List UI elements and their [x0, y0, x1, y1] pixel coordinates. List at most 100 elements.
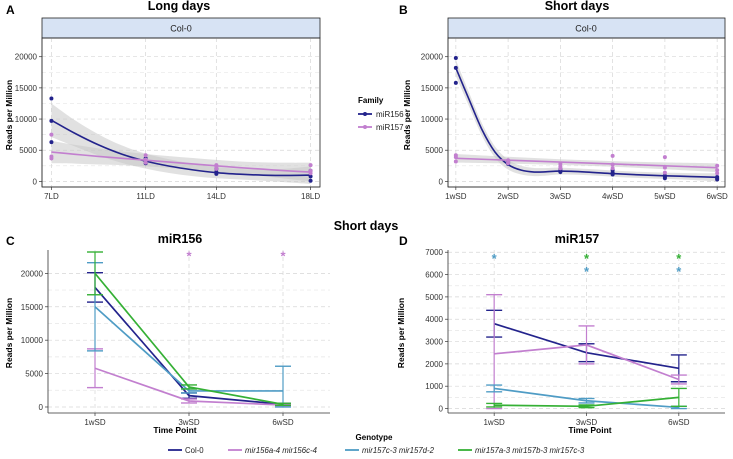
panel-a-ytick-label: 5000 [19, 146, 37, 155]
genotype-legend-label: Col-0 [185, 446, 204, 454]
panel-d-ytick-label: 1000 [425, 382, 443, 391]
panel-b-mir156-point [453, 65, 458, 70]
panel-d-significance-asterisk: * [676, 264, 682, 279]
genotype-legend-item-mir156a4: mir156a-4 mir156c-4 [228, 446, 318, 455]
genotype-legend-item-col0: Col-0 [168, 446, 204, 455]
panel-b-mir156-point [453, 80, 458, 85]
panel-a-xtick-label: 14LD [207, 192, 226, 201]
panel-b-mir157-fit-line [455, 157, 718, 169]
panel-b-xtick-label: 1wSD [445, 192, 467, 201]
panel-b-mir156-point [453, 55, 458, 60]
panel-a-ytick-label: 15000 [15, 84, 38, 93]
panel-c-mir157c-3-mir157d-2-line [94, 306, 283, 392]
panel-a-mir156-point [49, 140, 54, 145]
panel-b-mir157-point [662, 155, 667, 160]
family-legend-label: miR156 [376, 110, 404, 119]
panel-d-ytick-label: 3000 [425, 338, 443, 347]
panel-b-xtick-label: 2wSD [497, 192, 519, 201]
family-legend-item-mir157: miR157 [358, 123, 404, 132]
panel-b-xtick-label: 5wSD [654, 192, 676, 201]
panel-a-mir157-point [143, 160, 148, 165]
family-legend: Family miR156 miR157 [358, 96, 404, 132]
panel-c-significance-asterisk: * [280, 249, 286, 264]
panel-d-mir157c-3-mir157d-2-line [494, 387, 679, 409]
panel-d-xlabel: Time Point [568, 425, 611, 435]
panel-b-mir157-point [610, 166, 615, 171]
panel-c-mir157a-3-mir157b-3-mir157c-3-line [94, 272, 284, 406]
panel-a-ytick-label: 10000 [15, 115, 38, 124]
panel-a-mir157-point [308, 171, 313, 176]
panel-a-mir157-point [143, 153, 148, 158]
panel-b-mir156-point [610, 172, 615, 177]
panel-b-xtick-label: 4wSD [602, 192, 624, 201]
panel-c-ytick-label: 5000 [25, 370, 43, 379]
panel-b-mir157-point [715, 163, 720, 168]
panel-a-mir156-fit-line [51, 119, 311, 177]
panel-b-mir157-point [715, 171, 720, 176]
panel-d-xtick-label: 6wSD [668, 418, 690, 427]
panel-b-mir157-point [610, 162, 615, 167]
panel-b-mir157-point [453, 159, 458, 164]
panel-a-mir157-point [49, 156, 54, 161]
panel-c-xtick-label: 1wSD [84, 418, 106, 427]
panel-a-mir157-point [49, 132, 54, 137]
panel-d-mir157a-3-mir157b-3-mir157c-3-line [494, 396, 679, 408]
panel-a-mir156-point [214, 171, 219, 176]
panel-d-significance-asterisk: * [584, 264, 590, 279]
panel-d-xtick-label: 1wSD [483, 418, 505, 427]
family-legend-title: Family [358, 96, 384, 105]
genotype-legend-label: mir157c-3 mir157d-2 [362, 446, 435, 454]
panel-b-ytick-label: 0 [439, 177, 444, 186]
panel-d-ytick-label: 5000 [425, 293, 443, 302]
panel-d-ytick-label: 0 [439, 405, 444, 414]
panel-a-xtick-label: 18LD [301, 192, 320, 201]
panel-a-mir157-fit-line [51, 151, 311, 173]
panel-b-ytick-label: 20000 [421, 53, 444, 62]
panel-d-significance-asterisk: * [676, 251, 682, 266]
panel-a: A Long days Col-0 0 5000 10000 15000 20000 7L… [4, 0, 321, 201]
panel-a-title: Long days [148, 0, 211, 13]
panel-d-ytick-label: 6000 [425, 271, 443, 280]
panel-b-mir157-point [610, 153, 615, 158]
genotype-legend-label: mir157a-3 mir157b-3 mir157c-3 [475, 446, 585, 454]
panel-b-mir157-point [506, 161, 511, 166]
panel-b-mir157-point [715, 168, 720, 173]
panel-c-xlabel: Time Point [153, 425, 196, 435]
panel-c-col-0-line [94, 286, 284, 406]
panel-b-ytick-label: 10000 [421, 115, 444, 124]
genotype-legend-title: Genotype [356, 433, 393, 442]
panel-a-mir157-point [214, 166, 219, 171]
panel-c-xtick-label: 3wSD [178, 418, 200, 427]
panel-a-mir156-point [308, 174, 313, 179]
panel-a-mir157-point [308, 163, 313, 168]
genotype-legend: Genotype Col-0 mir156a-4 mir156c-4 mir15… [168, 433, 585, 455]
panel-a-ytick-label: 0 [33, 177, 38, 186]
panel-d-significance-asterisk: * [492, 251, 498, 266]
panel-d-ytick-label: 4000 [425, 315, 443, 324]
panel-a-ytick-label: 20000 [15, 53, 38, 62]
panel-b-ytick-label: 5000 [425, 146, 443, 155]
panel-b-mir157-point [662, 165, 667, 170]
genotype-legend-label: mir156a-4 mir156c-4 [245, 446, 318, 454]
genotype-legend-item-mir157c3: mir157c-3 mir157d-2 [345, 446, 435, 455]
panel-a-mir156-point [308, 178, 313, 183]
genotype-legend-item-mir157a3: mir157a-3 mir157b-3 mir157c-3 [458, 446, 585, 455]
panel-b-mir156-point [715, 177, 720, 182]
panel-c: C miR156 * * 0 5000 10000 15000 20000 1wSD 3wSD… [4, 232, 330, 435]
panel-a-mir157-point [143, 157, 148, 162]
panel-b-mir157-point [453, 155, 458, 160]
family-legend-item-mir156: miR156 [358, 110, 404, 119]
panel-letter-a: A [6, 3, 15, 17]
panel-b-mir157-point [662, 170, 667, 175]
panel-c-title: miR156 [158, 232, 203, 246]
panel-b-strip-label: Col-0 [575, 24, 597, 34]
panel-letter-b: B [399, 3, 408, 17]
panel-b-mir156-point [662, 176, 667, 181]
panel-b: B Short days Col-0 0 5000 10000 15000 20000 1… [399, 0, 728, 201]
panel-a-ylabel: Reads per Million [4, 80, 14, 150]
panel-d-ytick-label: 7000 [425, 248, 443, 257]
panel-d-title: miR157 [555, 232, 600, 246]
panel-b-title: Short days [545, 0, 610, 13]
panel-a-strip-label: Col-0 [170, 24, 192, 34]
panel-letter-c: C [6, 234, 15, 248]
